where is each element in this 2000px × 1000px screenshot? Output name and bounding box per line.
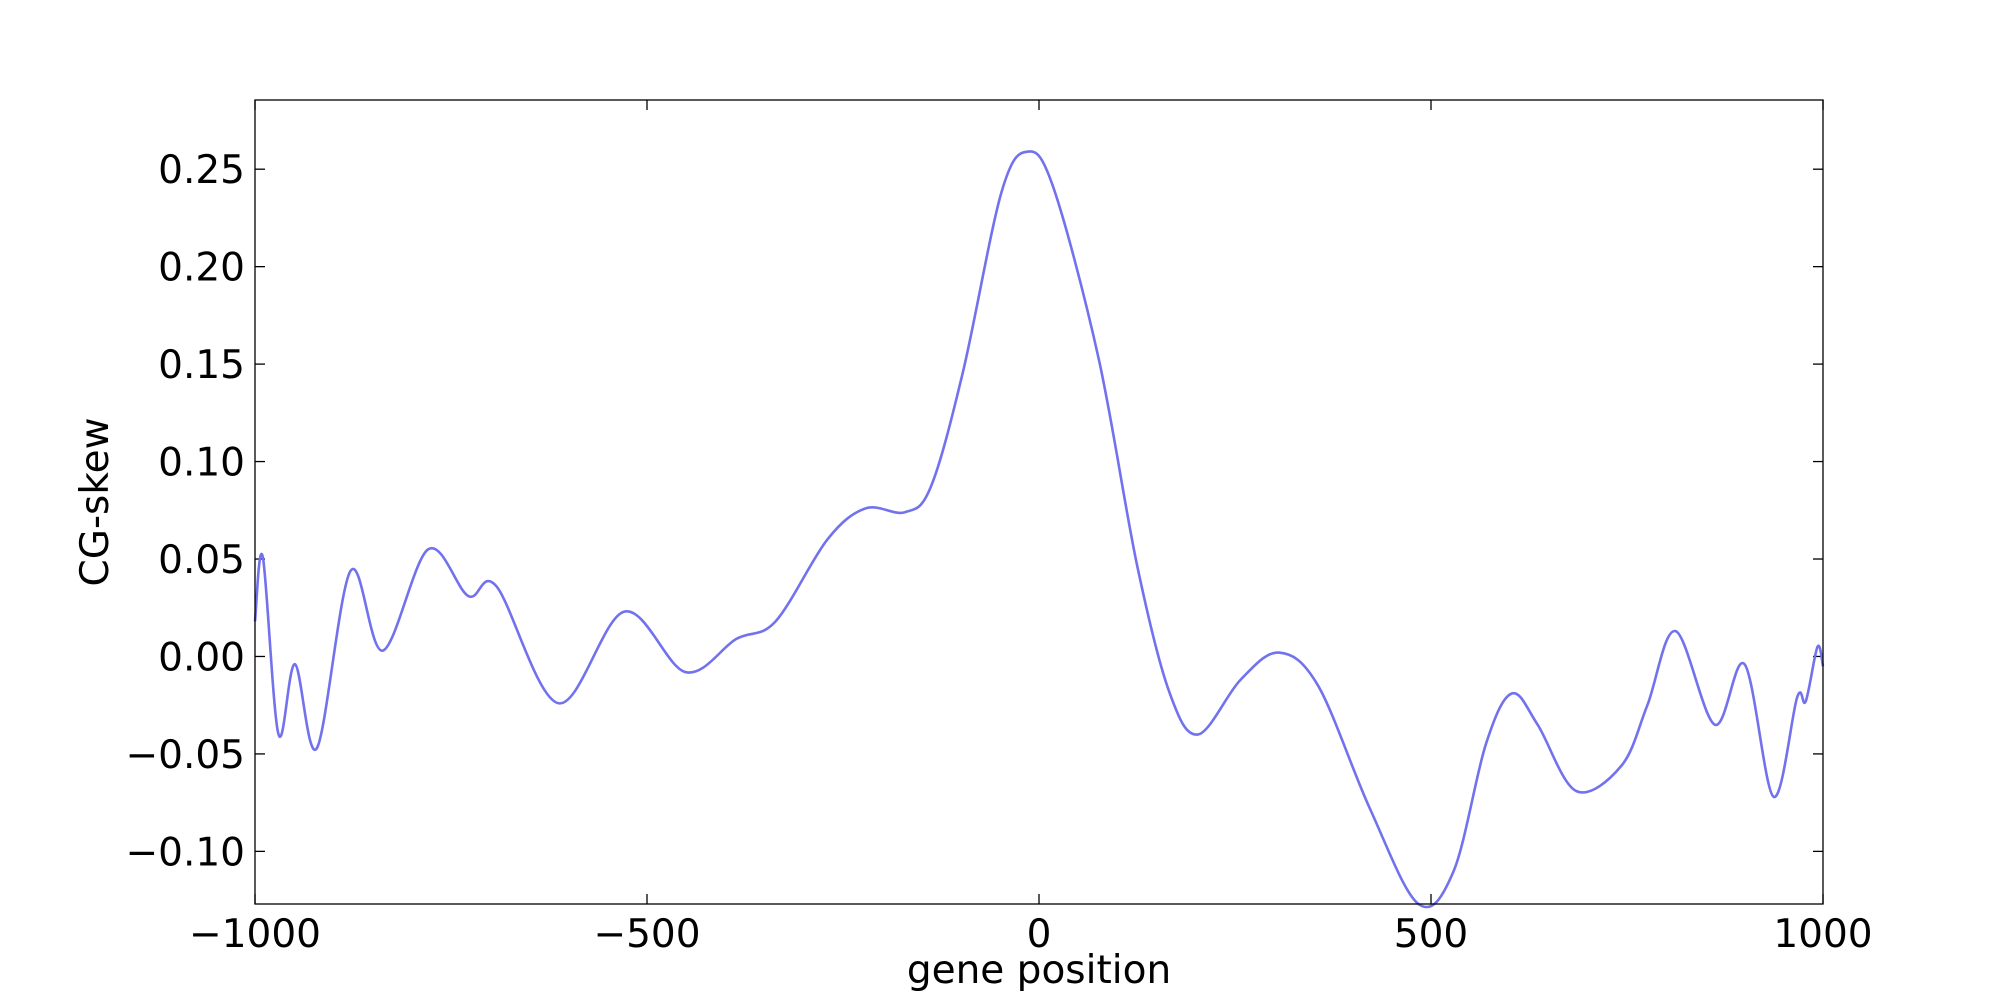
x-tick-label: 500 xyxy=(1394,912,1468,957)
plot-frame xyxy=(254,99,1824,905)
x-tick-label: −500 xyxy=(593,912,700,957)
y-tick-label: 0.05 xyxy=(158,538,245,583)
x-tick-label: 1000 xyxy=(1773,912,1872,957)
y-tick-label: 0.15 xyxy=(158,343,245,388)
x-axis-label: gene position xyxy=(907,948,1171,993)
y-axis-label: CG-skew xyxy=(73,418,118,587)
y-tick-label: 0.25 xyxy=(158,148,245,193)
x-tick-label: −1000 xyxy=(189,912,321,957)
y-tick-label: −0.10 xyxy=(125,830,245,875)
y-tick-label: 0.20 xyxy=(158,246,245,291)
y-tick-label: 0.00 xyxy=(158,635,245,680)
line-series xyxy=(253,150,1825,909)
x-tick-label: 0 xyxy=(1027,912,1052,957)
y-tick-label: 0.10 xyxy=(158,441,245,486)
y-tick-label: −0.05 xyxy=(125,733,245,778)
